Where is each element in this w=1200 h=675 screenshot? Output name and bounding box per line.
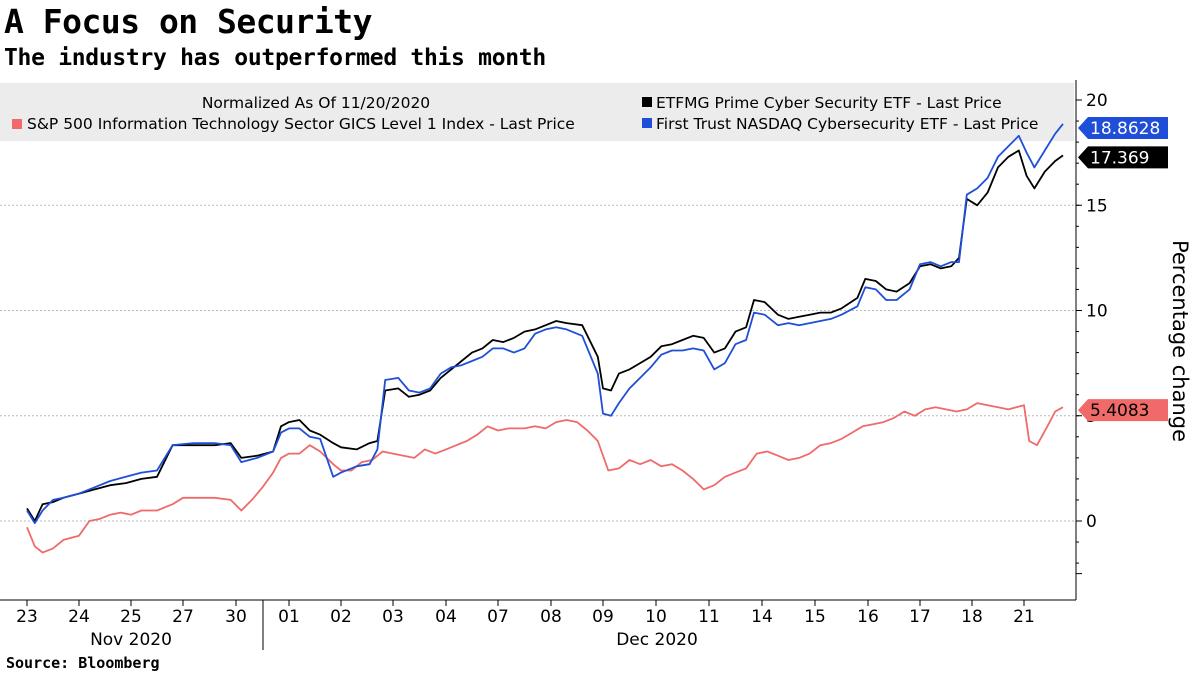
x-tick-label: 16 (857, 607, 879, 627)
y-tick-label: 15 (1086, 196, 1108, 216)
x-tick-label: 23 (16, 607, 38, 627)
x-tick-label: 01 (278, 607, 300, 627)
x-tick-label: 14 (751, 607, 773, 627)
last-value-tag-2 (1078, 399, 1168, 422)
last-value-tags: 18.8628 17.369 5.4083 (1078, 116, 1168, 422)
legend-swatch-etfmg (642, 97, 652, 107)
x-tick-label: 04 (435, 607, 457, 627)
y-tick-label: 0 (1086, 512, 1097, 532)
legend-background (0, 83, 1074, 141)
x-tick-label: 03 (382, 607, 404, 627)
y-axis-label: Percentage change (1168, 240, 1192, 442)
source-note: Source: Bloomberg (6, 654, 160, 672)
x-month-label: Nov 2020 (90, 630, 172, 650)
y-tick-label: 20 (1086, 91, 1108, 111)
legend-swatch-first-trust (642, 118, 652, 128)
axes: 0510152023242527300102030407080910111415… (0, 80, 1108, 650)
x-tick-label: 11 (698, 607, 720, 627)
x-tick-label: 18 (961, 607, 983, 627)
x-tick-label: 24 (68, 607, 90, 627)
x-tick-label: 21 (1013, 607, 1035, 627)
last-value-tag-1 (1078, 146, 1168, 169)
x-tick-label: 02 (330, 607, 352, 627)
last-value-tag-0 (1078, 116, 1168, 139)
legend-label-etfmg: ETFMG Prime Cyber Security ETF - Last Pr… (656, 94, 1002, 112)
legend-note: Normalized As Of 11/20/2020 (202, 94, 430, 112)
x-tick-label: 25 (120, 607, 142, 627)
x-tick-label: 09 (592, 607, 614, 627)
x-tick-label: 17 (909, 607, 931, 627)
legend-label-sp500: S&P 500 Information Technology Sector GI… (27, 115, 575, 133)
series-line-2 (26, 402, 1064, 554)
x-tick-label: 30 (225, 607, 247, 627)
y-tick-label: 10 (1086, 302, 1108, 322)
legend: Normalized As Of 11/20/2020 S&P 500 Info… (0, 83, 1074, 141)
chart-subtitle: The industry has outperformed this month (4, 45, 546, 71)
x-tick-label: 10 (645, 607, 667, 627)
last-value-label-1: 17.369 (1090, 148, 1149, 168)
x-month-label: Dec 2020 (616, 630, 698, 650)
chart-title: A Focus on Security (4, 2, 373, 41)
x-tick-label: 07 (487, 607, 509, 627)
x-tick-label: 15 (804, 607, 826, 627)
series-lines (26, 123, 1064, 554)
series-line-0 (26, 149, 1064, 522)
legend-swatch-sp500 (12, 119, 22, 129)
x-tick-label: 08 (540, 607, 562, 627)
x-tick-label: 27 (172, 607, 194, 627)
legend-label-first-trust: First Trust NASDAQ Cybersecurity ETF - L… (656, 115, 1038, 133)
gridlines (0, 99, 1076, 522)
series-line-1 (26, 123, 1064, 524)
last-value-label-2: 5.4083 (1090, 401, 1149, 421)
last-value-label-0: 18.8628 (1090, 119, 1160, 139)
